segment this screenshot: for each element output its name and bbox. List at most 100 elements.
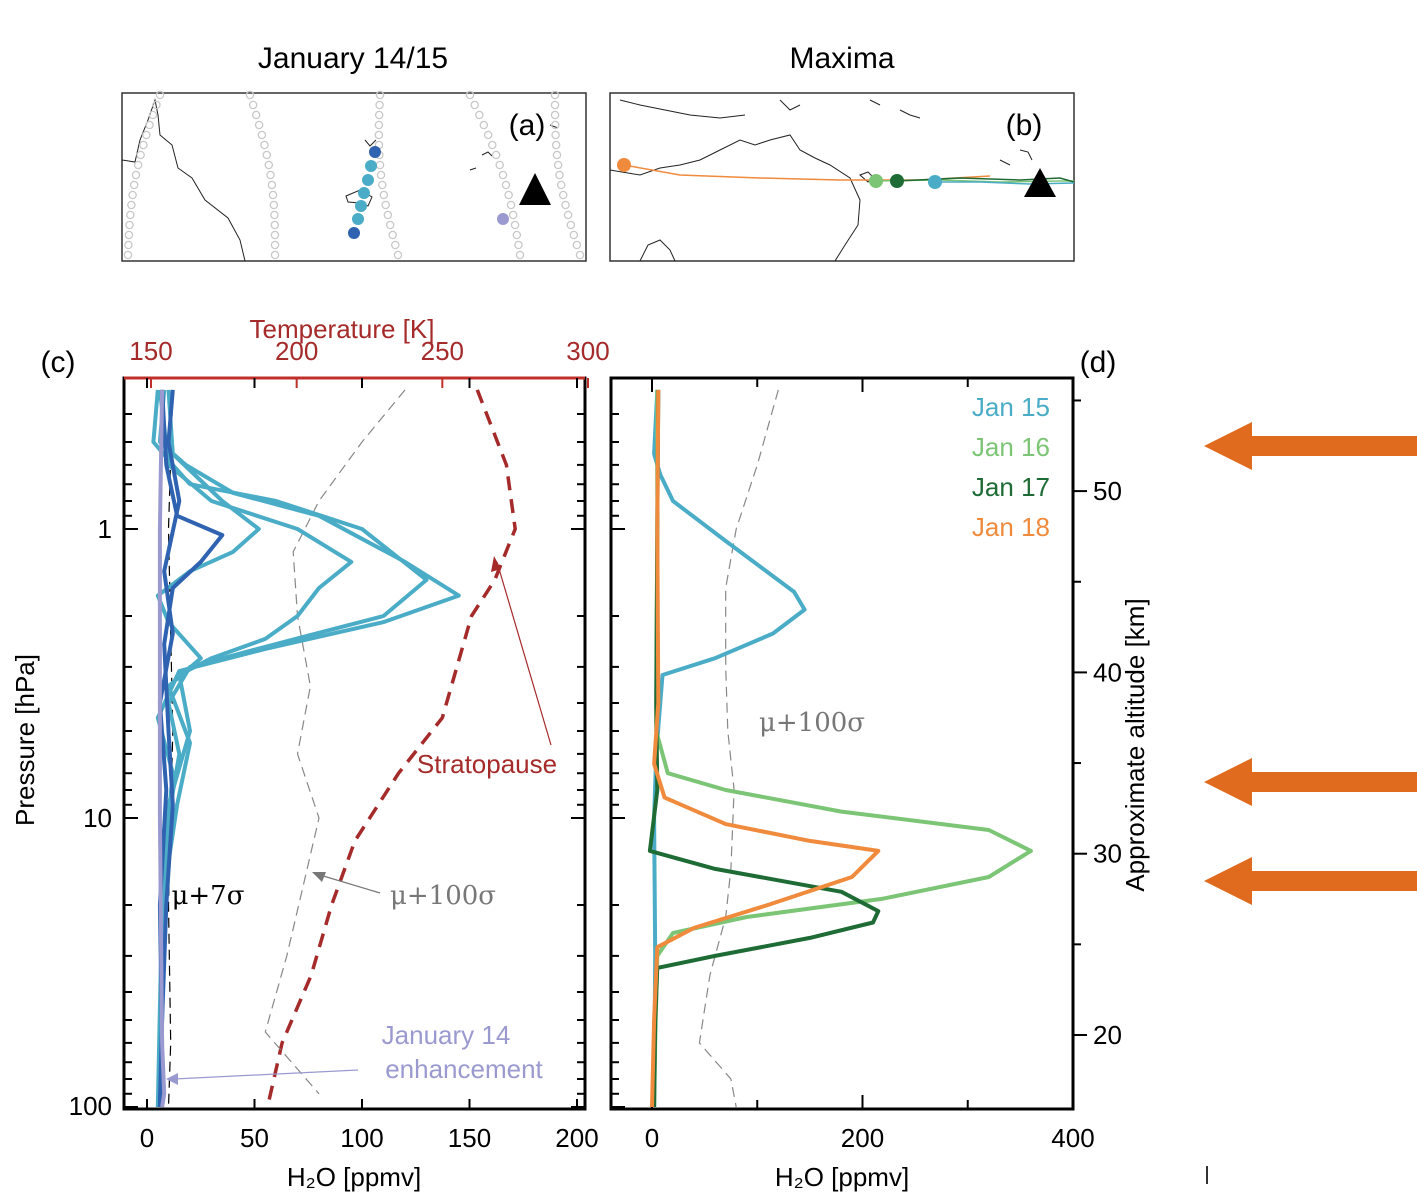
temperature-profile [265, 389, 517, 1108]
h2o-profile-jan-15 [652, 389, 807, 1108]
map-a-orbit-dot [374, 110, 384, 120]
map-a-orbit-dot [514, 240, 523, 250]
jan14-label-line2: enhancement [385, 1054, 543, 1084]
altitude-arrow-head [1204, 422, 1252, 470]
temperature-tick-labels: 150 200 250 300 [129, 336, 610, 388]
h2o-profile-jan-18 [650, 389, 881, 1108]
altitude-axis-title: Approximate altitude [km] [1120, 598, 1150, 891]
map-a-measurement-dot [352, 213, 364, 225]
panel-d-axes: 0 200 400 20 30 40 50 [609, 376, 1122, 1153]
map-a-orbit-dot [248, 100, 258, 110]
map-a-orbit-dot [136, 150, 145, 160]
jan14-arrow [173, 1069, 359, 1080]
legend-jan16: Jan 16 [972, 432, 1050, 462]
map-a-orbit-dot [270, 230, 280, 240]
map-a-orbit-dot [260, 140, 269, 150]
map-a-orbit-dot [270, 250, 280, 260]
map-a-orbit-dot [374, 130, 384, 140]
map-a-orbit-dot [483, 130, 493, 140]
map-a-orbit-dot [124, 230, 134, 240]
map-a-orbit-dot [268, 190, 278, 200]
map-a-orbit-dot [129, 180, 139, 190]
map-a-orbit-dot [383, 210, 393, 220]
map-a-orbit-dot [465, 90, 475, 100]
map-a-track-dots [123, 90, 585, 260]
mu100-label-d: μ+100σ [759, 708, 865, 738]
panel-c-series [151, 389, 517, 1108]
map-a-orbit-dot [575, 250, 585, 260]
pressure-tick-label: 1 [98, 514, 112, 544]
map-a-orbit-dot [553, 160, 563, 170]
map-a-orbit-dot [267, 180, 277, 190]
map-a-orbit-dot [491, 150, 501, 160]
legend-jan15: Jan 15 [972, 392, 1050, 422]
mu7-reference [167, 389, 174, 1108]
map-a-orbit-dot [506, 200, 516, 210]
legend: Jan 15 Jan 16 Jan 17 Jan 18 [972, 392, 1050, 542]
altitude-arrow-shaft [1248, 772, 1417, 792]
map-a-orbit-dot [551, 130, 560, 140]
legend-jan17: Jan 17 [972, 472, 1050, 502]
x-tick-label: 150 [448, 1123, 491, 1153]
h2o-profile [155, 389, 261, 1108]
map-a-measurement-dot [355, 200, 367, 212]
altitude-arrows [1204, 422, 1417, 905]
altitude-tick-label: 30 [1093, 839, 1122, 869]
map-a-orbit-dot [155, 90, 165, 100]
map-a-orbit-dot [504, 190, 513, 200]
altitude-arrow-head [1204, 758, 1252, 806]
altitude-arrow-shaft [1248, 871, 1417, 891]
map-a-orbit-dot [515, 250, 525, 260]
map-a-orbit-dot [550, 110, 560, 120]
x-tick-label: 200 [555, 1123, 598, 1153]
map-a-orbit-dot [572, 240, 582, 250]
map-b-point-jan17 [890, 174, 904, 188]
map-a-orbit-dot [245, 90, 255, 100]
map-a-orbit-dot [376, 170, 386, 180]
panel-c-axes: 0 50 100 150 200 1 10 100 [69, 376, 599, 1153]
pressure-tick-label: 100 [69, 1091, 112, 1121]
temperature-tick-label: 300 [566, 336, 609, 366]
map-a-orbit-dot [126, 210, 135, 220]
panel-c: (c) Temperature [K] 150 200 250 300 0 50 100 1… [10, 314, 610, 1192]
map-a-measurement-dot [358, 187, 370, 199]
map-b-title: Maxima [789, 42, 894, 75]
map-a-orbit-dot [379, 190, 389, 200]
x-tick-label: 100 [340, 1123, 383, 1153]
map-a-orbit-dot [270, 240, 280, 250]
temperature-axis-title: Temperature [K] [250, 314, 435, 344]
altitude-tick-label: 40 [1093, 657, 1122, 687]
map-a-orbit-dot [378, 180, 387, 190]
map-a-orbit-dot [495, 160, 504, 170]
map-a-title: January 14/15 [258, 42, 448, 75]
h2o-profile [157, 389, 225, 1108]
map-a-orbit-dot [475, 110, 484, 120]
map-a-orbit-dot [142, 130, 151, 140]
map-a-measurement-dot [348, 227, 360, 239]
mu100-arrowhead-c [312, 872, 326, 882]
map-a-orbit-dot [552, 150, 562, 160]
map-a-orbit-dot [498, 170, 508, 180]
mu100-reference-c [264, 389, 406, 1095]
map-b-point-jan16 [869, 174, 883, 188]
mu7-label: μ+7σ [172, 881, 245, 911]
map-b-point-jan15 [928, 175, 942, 189]
legend-jan18: Jan 18 [972, 512, 1050, 542]
map-a-orbit-dot [127, 200, 136, 210]
panel-d-frame [609, 376, 1075, 1111]
map-a-orbit-dot [479, 120, 489, 130]
map-a-orbit-dot [264, 160, 274, 170]
map-a-orbit-dot [375, 90, 385, 100]
h2o-profile-jan-16 [652, 389, 1033, 1108]
map-a-orbit-dot [550, 120, 560, 130]
map-a-measurement-dot [362, 174, 374, 186]
stratopause-label: Stratopause [417, 749, 557, 779]
map-a-orbit-dot [512, 230, 522, 240]
map-a-orbit-dot [123, 250, 133, 260]
map-a-orbit-dot [470, 100, 479, 110]
mu100-reference-d [698, 389, 779, 1108]
map-a-orbit-dot [251, 110, 261, 120]
pressure-tick-label: 10 [83, 803, 112, 833]
jan14-arrowhead [166, 1073, 178, 1085]
map-b-coastline [609, 99, 1011, 262]
